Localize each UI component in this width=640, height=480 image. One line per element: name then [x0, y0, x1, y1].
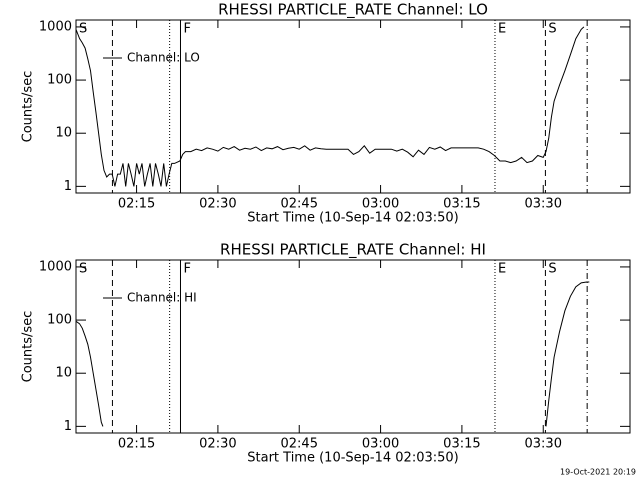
y-tick-label: 1000 — [39, 19, 72, 34]
event-label: S — [548, 22, 556, 37]
event-label: S — [79, 22, 87, 37]
x-tick-label: 02:45 — [281, 437, 318, 452]
x-tick-label: 02:45 — [281, 197, 318, 212]
panel: RHESSI PARTICLE_RATE Channel: HI Start Ti… — [21, 241, 631, 466]
y-tick-label: 1 — [64, 419, 72, 434]
x-tick-label: 03:00 — [362, 437, 399, 452]
y-axis-label: Counts/sec — [21, 71, 36, 143]
event-label: F — [183, 262, 190, 277]
x-tick-label: 02:15 — [118, 197, 155, 212]
x-tick-label: 03:30 — [525, 197, 562, 212]
y-tick-label: 10 — [55, 126, 72, 141]
x-tick-label: 03:00 — [362, 197, 399, 212]
y-tick-label: 1 — [64, 179, 72, 194]
x-tick-label: 02:15 — [118, 437, 155, 452]
legend-label: Channel: HI — [127, 291, 197, 305]
y-tick-label: 10 — [55, 366, 72, 381]
y-axis-label: Counts/sec — [21, 311, 36, 383]
event-label: S — [79, 262, 87, 277]
x-tick-label: 02:30 — [199, 437, 236, 452]
chart-title: RHESSI PARTICLE_RATE Channel: LO — [218, 1, 488, 20]
plot-frame — [75, 19, 631, 194]
event-label: S — [548, 262, 556, 277]
data-line — [76, 26, 585, 187]
x-axis-label: Start Time (10-Sep-14 02:03:50) — [247, 211, 458, 226]
legend-label: Channel: LO — [127, 51, 200, 65]
y-tick-label: 1000 — [39, 259, 72, 274]
x-tick-label: 03:15 — [443, 437, 480, 452]
plot-frame — [75, 259, 631, 434]
x-tick-label: 03:30 — [525, 437, 562, 452]
x-tick-label: 03:15 — [443, 197, 480, 212]
data-line — [76, 281, 590, 427]
event-label: E — [498, 262, 506, 277]
event-label: F — [183, 22, 190, 37]
chart-title: RHESSI PARTICLE_RATE Channel: HI — [220, 241, 486, 260]
event-label: E — [498, 22, 506, 37]
x-tick-label: 02:30 — [199, 197, 236, 212]
y-tick-label: 100 — [47, 73, 72, 88]
x-axis-label: Start Time (10-Sep-14 02:03:50) — [247, 451, 458, 466]
panel: RHESSI PARTICLE_RATE Channel: LO Start Ti… — [21, 1, 631, 226]
y-tick-label: 100 — [47, 313, 72, 328]
footer: 19-Oct-2021 20:19 — [560, 468, 636, 477]
